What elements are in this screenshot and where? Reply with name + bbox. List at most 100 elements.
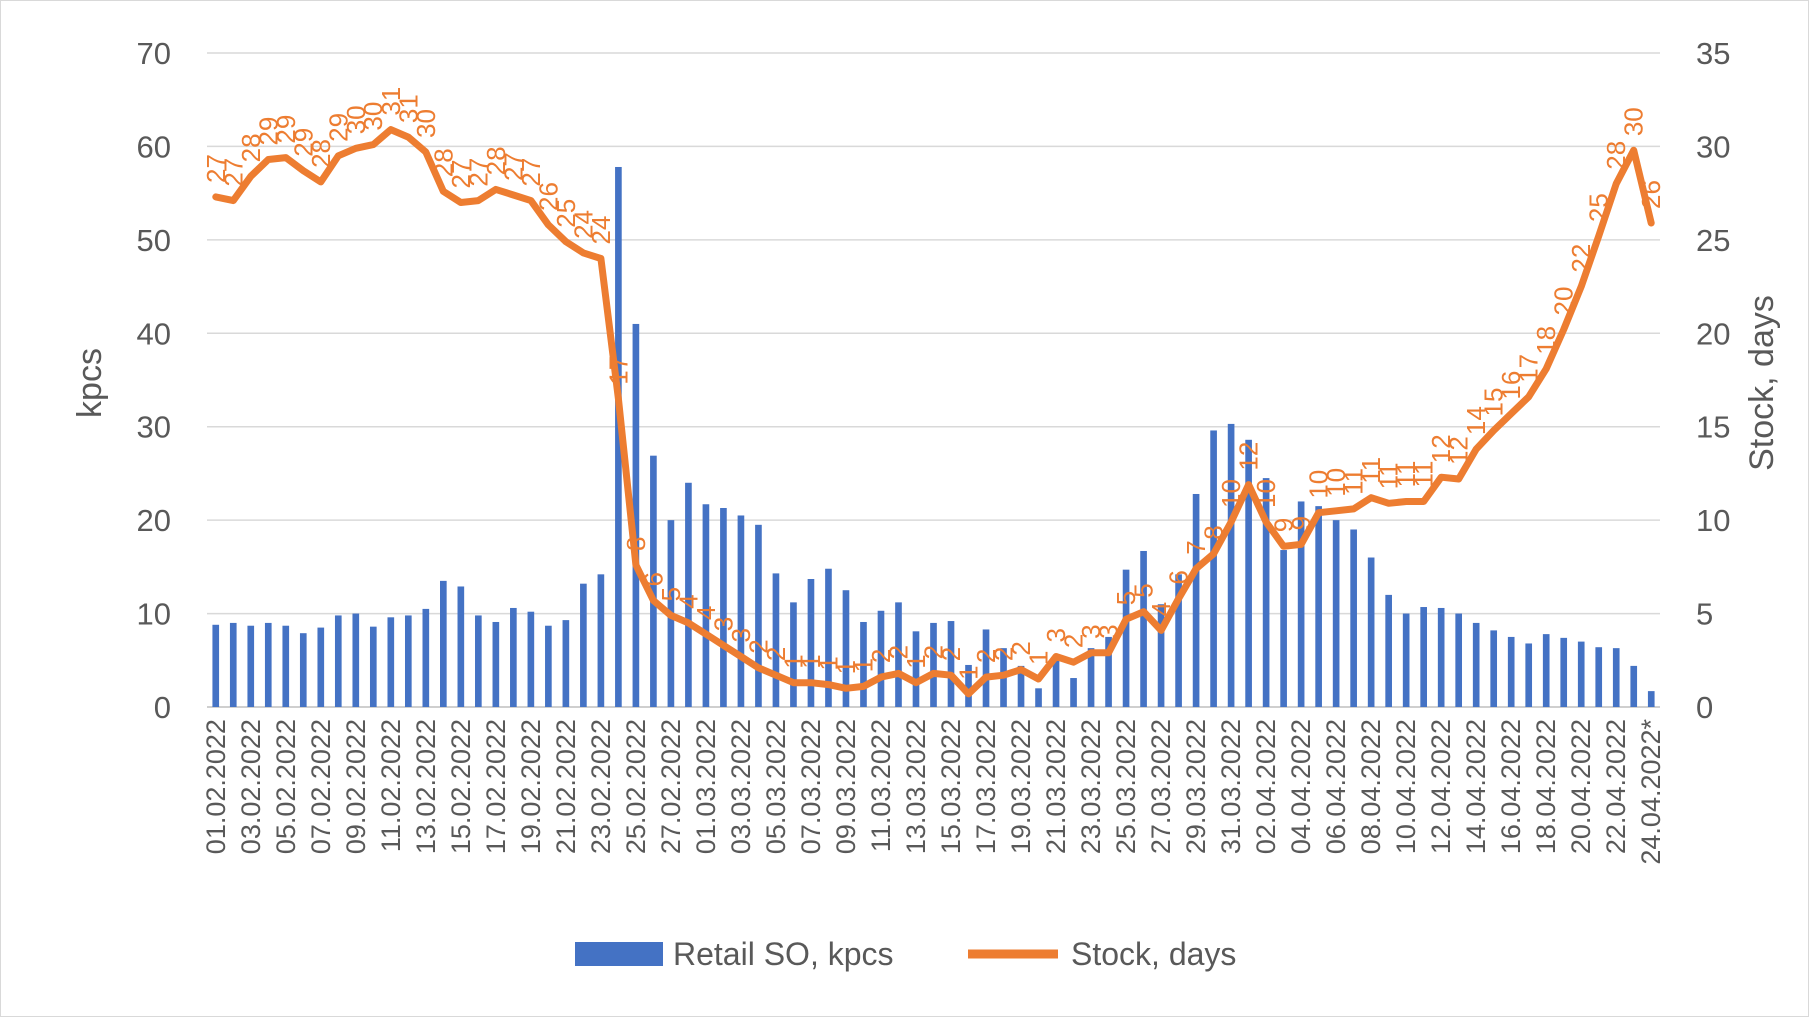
data-label: 11 (1356, 457, 1386, 484)
left-tick-label: 70 (137, 36, 171, 71)
bar (877, 610, 885, 707)
x-tick-label: 05.02.2022 (271, 719, 301, 854)
bar (1192, 493, 1200, 707)
legend-swatch-retail-so (575, 942, 663, 966)
data-label: 1 (1023, 650, 1053, 664)
bar (982, 629, 990, 707)
bar (1245, 439, 1252, 707)
bar (562, 620, 570, 707)
data-label: 10 (1304, 470, 1334, 499)
bar (299, 633, 307, 707)
legend-label-stock-days: Stock, days (1071, 936, 1236, 972)
x-tick-label: 09.03.2022 (831, 719, 861, 854)
x-tick-label: 21.02.2022 (551, 719, 581, 854)
bar (1420, 607, 1427, 707)
data-label: 18 (1531, 326, 1561, 355)
y-axis-left-title: kpcs (71, 348, 109, 418)
data-label: 25 (551, 199, 581, 228)
data-label: 28 (306, 139, 336, 168)
x-tick-label: 19.02.2022 (516, 719, 546, 854)
data-label: 27 (516, 158, 546, 187)
data-label: 2 (743, 639, 773, 653)
data-label: 6 (638, 572, 668, 586)
data-label: 9 (1269, 518, 1299, 532)
data-label: 4 (673, 594, 703, 608)
bar (1087, 648, 1095, 707)
x-tick-label: 23.02.2022 (586, 719, 616, 854)
bar (282, 625, 290, 707)
data-label: 3 (708, 617, 738, 631)
x-tick-label: 01.02.2022 (201, 719, 231, 854)
x-tick-label: 24.04.2022* (1636, 718, 1666, 864)
data-label: 12 (1444, 436, 1474, 465)
bar (685, 482, 692, 707)
data-label: 2 (1006, 641, 1036, 655)
left-tick-label: 40 (137, 316, 171, 351)
bar (650, 455, 657, 707)
data-label: 16 (1496, 371, 1526, 400)
bar (492, 621, 500, 707)
data-label: 26 (533, 182, 563, 211)
data-label: 4 (691, 606, 721, 620)
data-label: 27 (463, 158, 493, 187)
data-label: 1 (849, 658, 879, 672)
retail-so-bars (212, 166, 1655, 708)
bar (1350, 529, 1357, 707)
data-label: 20 (1549, 287, 1579, 316)
data-label: 27 (201, 154, 231, 183)
x-tick-label: 17.03.2022 (971, 719, 1001, 854)
data-label: 28 (1601, 141, 1631, 170)
right-tick-label: 35 (1696, 36, 1730, 71)
bar (702, 504, 710, 707)
bar (1332, 520, 1340, 707)
right-axis-ticks: 0 5 10 15 20 25 30 35 (1696, 36, 1730, 725)
data-label: 5 (1111, 591, 1141, 605)
data-label: 10 (1216, 479, 1246, 508)
x-tick-label: 04.04.2022 (1286, 719, 1316, 854)
bar (264, 622, 272, 707)
right-tick-label: 0 (1696, 690, 1713, 725)
bar (1315, 506, 1322, 707)
x-tick-label: 01.03.2022 (691, 719, 721, 854)
stock-days-line (212, 126, 1655, 698)
bar (247, 625, 255, 707)
data-label: 11 (1339, 468, 1369, 495)
bar (369, 626, 377, 707)
stock-days-data-labels: 2727282929292829303031313028272728272726… (201, 87, 1666, 680)
bar (1385, 594, 1392, 707)
left-axis-ticks: 0 10 20 30 40 50 60 70 (137, 36, 171, 725)
x-tick-label: 09.02.2022 (341, 719, 371, 854)
bar (1542, 634, 1550, 707)
y-axis-right-title: Stock, days (1743, 295, 1781, 471)
data-label: 1 (779, 654, 809, 668)
data-label: 2 (883, 645, 913, 659)
data-label: 2 (989, 647, 1019, 661)
bar (387, 617, 395, 707)
right-tick-label: 15 (1696, 410, 1730, 445)
bar (334, 615, 342, 707)
x-tick-label: 03.02.2022 (236, 719, 266, 854)
data-label: 1 (813, 656, 843, 670)
right-tick-label: 20 (1696, 316, 1730, 351)
right-tick-label: 30 (1696, 129, 1730, 164)
data-label: 12 (1426, 434, 1456, 463)
x-tick-label: 20.04.2022 (1566, 719, 1596, 854)
data-label: 29 (323, 113, 353, 142)
bar (1525, 643, 1533, 707)
data-label: 6 (1164, 570, 1194, 584)
data-label: 1 (901, 654, 931, 668)
data-label: 11 (1374, 462, 1404, 489)
bar (1612, 648, 1620, 707)
bar (772, 573, 780, 707)
data-label: 3 (1041, 628, 1071, 642)
x-tick-label: 14.04.2022 (1461, 719, 1491, 854)
data-label: 2 (936, 647, 966, 661)
data-label: 15 (1479, 388, 1509, 417)
x-tick-label: 21.03.2022 (1041, 719, 1071, 854)
data-label: 7 (1181, 540, 1211, 554)
bar (1105, 636, 1112, 707)
bar (545, 625, 552, 707)
bar (1437, 607, 1445, 707)
data-label: 22 (1566, 244, 1596, 273)
bar (1157, 604, 1165, 707)
